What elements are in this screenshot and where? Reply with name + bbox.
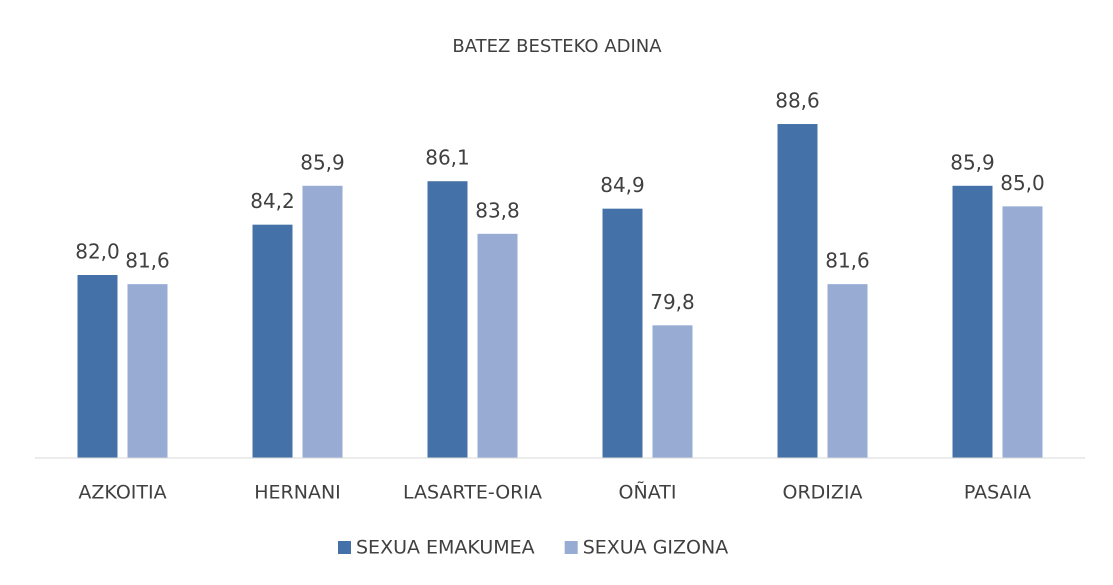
value-label: 85,0	[1000, 171, 1045, 195]
bar	[827, 284, 868, 458]
value-label: 83,8	[475, 198, 520, 222]
value-label: 84,9	[600, 173, 645, 197]
bar	[302, 185, 343, 458]
legend-label: SEXUA GIZONA	[583, 537, 729, 559]
bar	[127, 284, 168, 458]
legend-label: SEXUA EMAKUMEA	[356, 537, 535, 559]
x-tick-label: HERNANI	[254, 482, 341, 504]
bar	[777, 124, 818, 459]
value-label: 88,6	[775, 89, 820, 113]
value-label: 85,9	[950, 150, 995, 174]
bar	[252, 224, 293, 458]
value-label: 86,1	[425, 146, 470, 170]
value-label: 84,2	[250, 189, 295, 213]
x-tick-label: OÑATI	[619, 481, 677, 504]
legend-swatch	[564, 541, 578, 554]
bar	[602, 208, 643, 458]
value-label: 79,8	[650, 290, 695, 314]
value-label: 81,6	[825, 249, 870, 273]
chart-title: BATEZ BESTEKO ADINA	[452, 36, 662, 57]
value-label: 85,9	[300, 150, 345, 174]
bar	[1002, 206, 1043, 458]
value-label: 81,6	[125, 249, 170, 273]
x-tick-label: LASARTE-ORIA	[403, 482, 542, 504]
bar	[477, 233, 518, 458]
bar	[427, 181, 468, 458]
x-tick-label: ORDIZIA	[782, 482, 862, 504]
bar	[952, 185, 993, 458]
value-label: 82,0	[75, 240, 120, 264]
legend-swatch	[338, 541, 351, 554]
bar	[77, 275, 118, 458]
bar	[652, 325, 693, 458]
x-tick-label: AZKOITIA	[78, 482, 166, 504]
x-tick-label: PASAIA	[964, 482, 1031, 504]
